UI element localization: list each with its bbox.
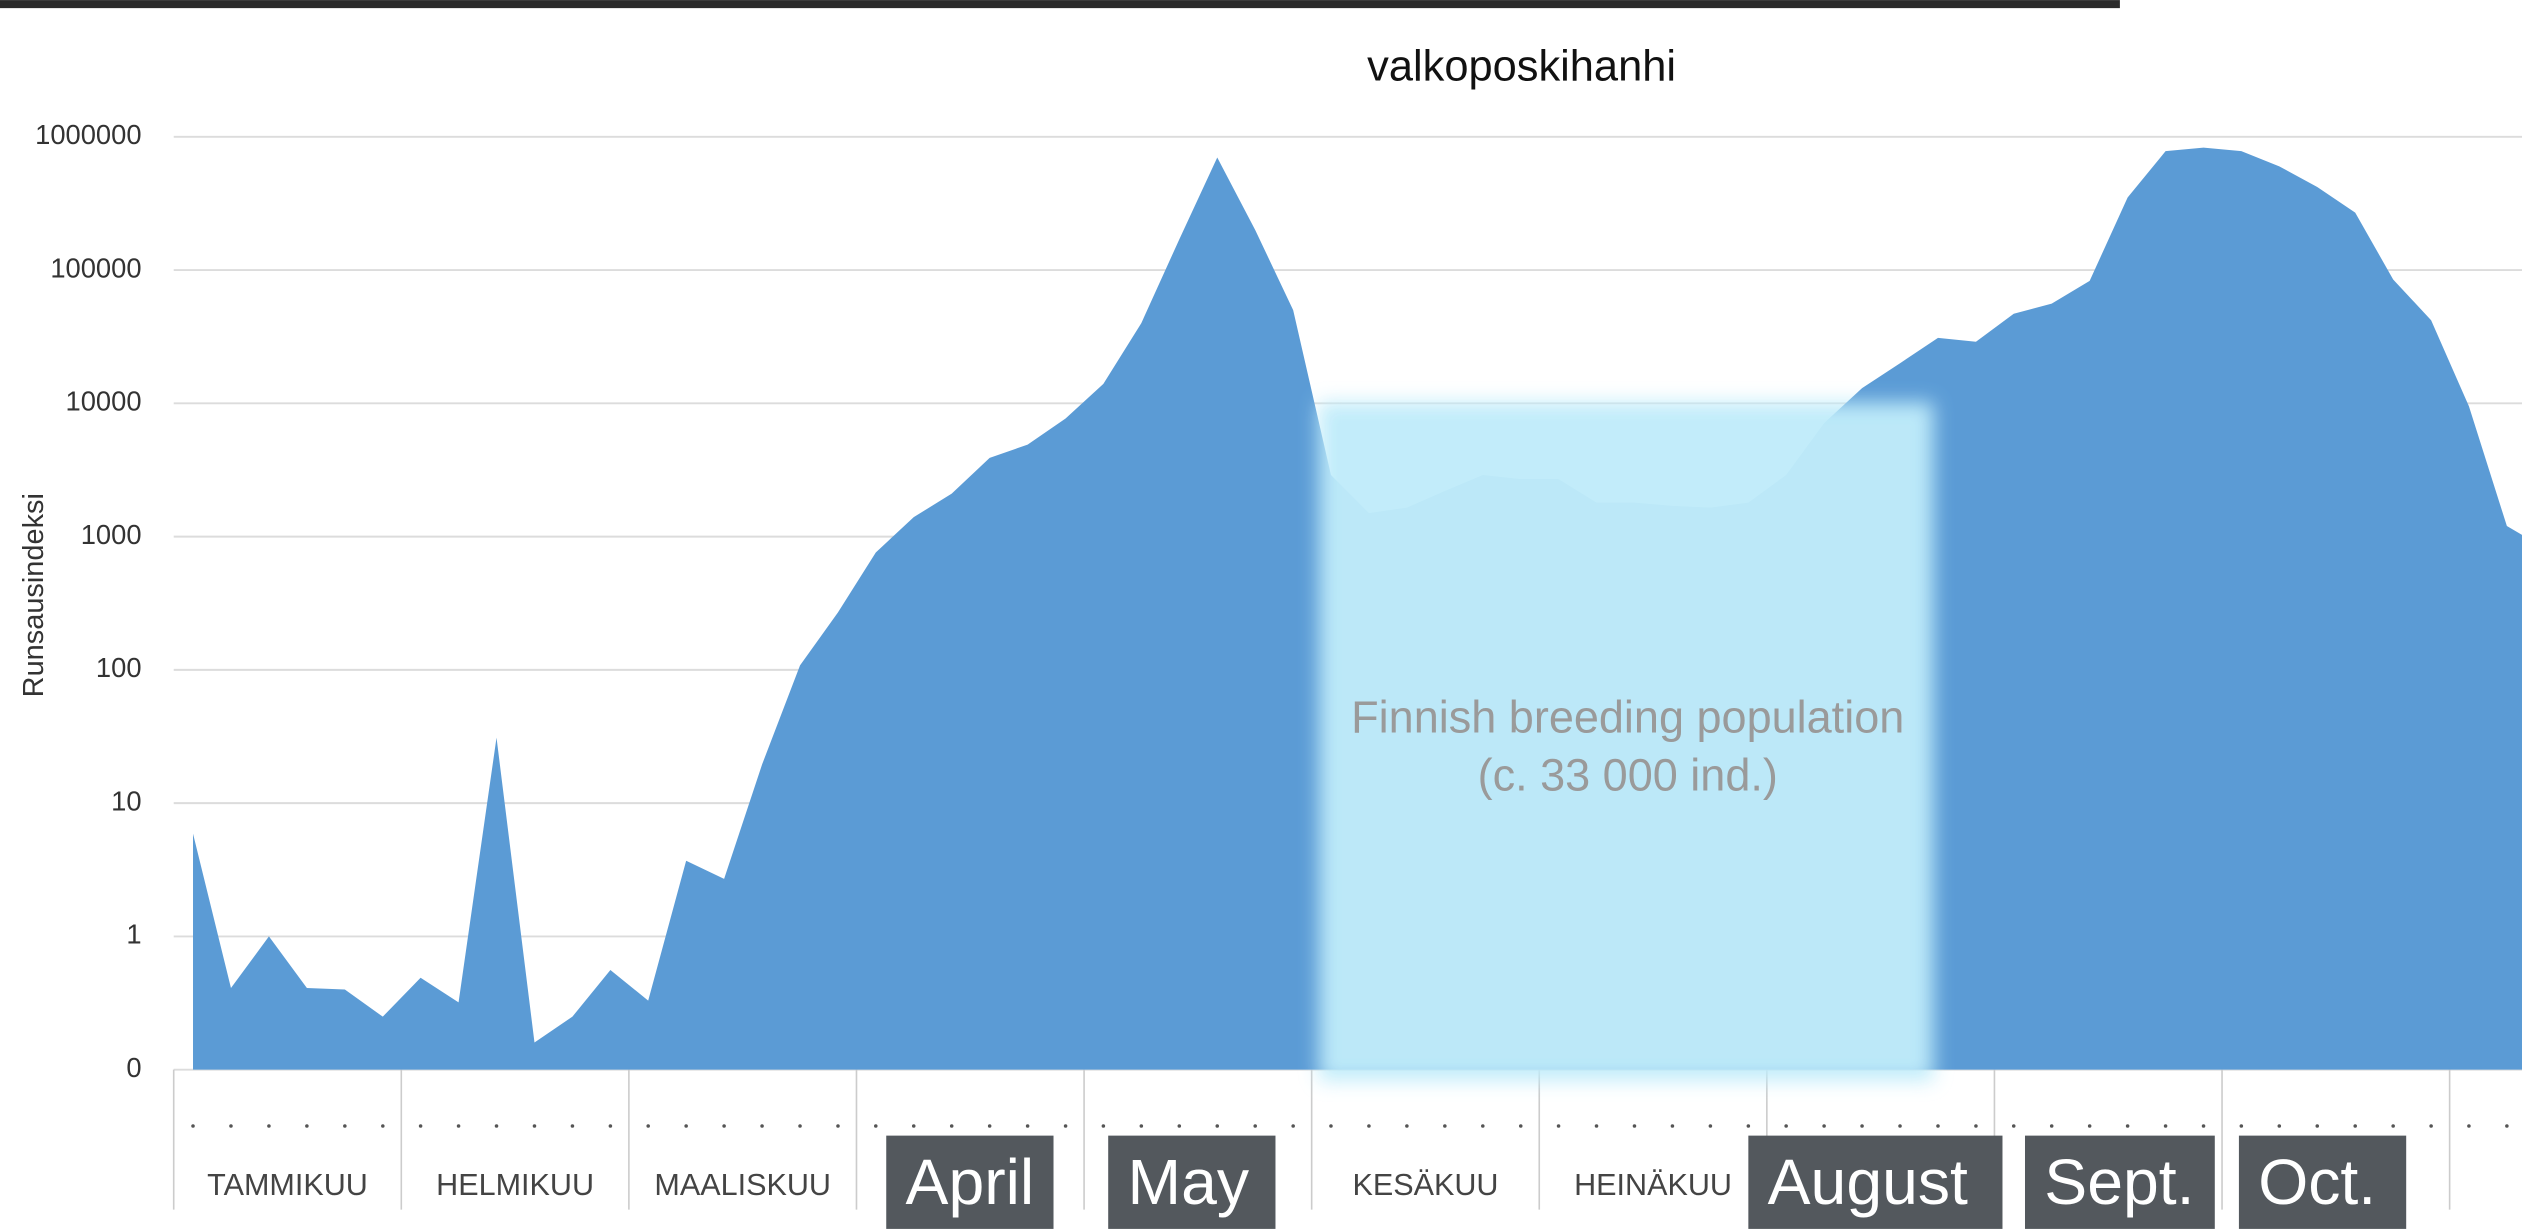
y-tick-label: 10000 (66, 386, 142, 417)
week-dot (1481, 1124, 1485, 1128)
y-tick-label: 1000 (81, 519, 142, 550)
x-tick-label: MAALISKUU (654, 1168, 831, 1202)
week-dot (874, 1124, 878, 1128)
week-dot (532, 1124, 537, 1128)
week-dot (911, 1124, 916, 1128)
week-dot (305, 1124, 309, 1128)
week-dot (1518, 1124, 1523, 1128)
annotation: (c. 33 000 ind.) (1478, 749, 1778, 800)
month-tag-box (2024, 1135, 2215, 1229)
month-tag-box (1748, 1135, 2003, 1229)
week-dot (1101, 1124, 1106, 1128)
y-tick-label: 1 (126, 919, 141, 950)
week-dot (2391, 1124, 2395, 1128)
week-dot (418, 1124, 423, 1128)
week-dot (1177, 1124, 1182, 1128)
month-tag-box (886, 1135, 1054, 1229)
week-dot (1443, 1124, 1447, 1128)
y-tick-label: 100000 (50, 252, 141, 283)
x-tick-label: HELMIKUU (436, 1168, 594, 1202)
week-dot (2125, 1124, 2130, 1128)
y-tick-label: 10 (111, 785, 141, 816)
month-tag-box (2238, 1135, 2407, 1229)
week-dot (1670, 1124, 1675, 1128)
week-dot (2011, 1124, 2016, 1128)
week-dot (684, 1124, 688, 1128)
week-dot (1746, 1124, 1751, 1128)
week-dot (760, 1124, 764, 1128)
week-dot (722, 1124, 726, 1128)
week-dot (2467, 1124, 2471, 1128)
annotation: Finnish breeding population (1351, 692, 1904, 743)
week-dot (1632, 1124, 1637, 1128)
week-dot (1860, 1124, 1864, 1128)
week-dot (1329, 1124, 1333, 1128)
week-dot (456, 1124, 461, 1128)
week-dot (1215, 1124, 1220, 1128)
month-tag: Oct. (2258, 1146, 2376, 1218)
chart-title: valkoposkihanhi (1367, 43, 1676, 91)
week-dot (2239, 1124, 2244, 1128)
week-dot (2315, 1124, 2320, 1128)
month-tag: April (906, 1146, 1035, 1218)
week-dot (2049, 1124, 2054, 1128)
y-tick-label: 100 (96, 652, 142, 683)
week-dot (343, 1124, 347, 1128)
week-dot (949, 1124, 954, 1128)
week-dot (2163, 1124, 2168, 1128)
week-dot (1974, 1124, 1978, 1128)
week-dot (570, 1124, 575, 1128)
week-dot (1291, 1124, 1295, 1128)
x-tick-label: KESÄKUU (1352, 1168, 1498, 1202)
month-tag: August (1768, 1146, 1968, 1218)
week-dot (1556, 1124, 1561, 1128)
week-dot (1822, 1124, 1826, 1128)
week-dot (1405, 1124, 1409, 1128)
week-dot (494, 1124, 499, 1128)
week-dot (1898, 1124, 1902, 1128)
x-tick-label: HEINÄKUU (1574, 1168, 1732, 1202)
week-dot (646, 1124, 650, 1128)
week-dot (1936, 1124, 1940, 1128)
week-dot (229, 1124, 233, 1128)
y-tick-label: 1000000 (35, 119, 141, 150)
week-dot (836, 1124, 840, 1128)
week-dot (191, 1124, 195, 1128)
week-dot (798, 1124, 802, 1128)
week-dot (1708, 1124, 1713, 1128)
y-tick-label: 0 (126, 1052, 141, 1083)
y-axis-label: Runsausindeksi (18, 493, 50, 697)
week-dot (2353, 1124, 2357, 1128)
week-dot (2505, 1124, 2509, 1128)
week-dot (1367, 1124, 1371, 1128)
week-dot (1063, 1124, 1068, 1128)
week-dot (608, 1124, 613, 1128)
month-tag: Sept. (2044, 1146, 2194, 1218)
week-dot (2201, 1124, 2206, 1128)
week-dot (1139, 1124, 1144, 1128)
top-bar (0, 0, 2120, 9)
week-dot (2087, 1124, 2092, 1128)
week-dot (1253, 1124, 1257, 1128)
month-tag-box (1108, 1135, 1276, 1229)
week-dot (381, 1124, 385, 1128)
week-dot (1784, 1124, 1788, 1128)
week-dot (1025, 1124, 1030, 1128)
week-dot (267, 1124, 271, 1128)
month-tag: May (1128, 1146, 1250, 1218)
week-dot (2429, 1124, 2433, 1128)
x-tick-label: TAMMIKUU (207, 1168, 368, 1202)
week-dot (987, 1124, 992, 1128)
breeding-box (1318, 402, 1934, 1081)
week-dot (2277, 1124, 2282, 1128)
week-dot (1594, 1124, 1599, 1128)
